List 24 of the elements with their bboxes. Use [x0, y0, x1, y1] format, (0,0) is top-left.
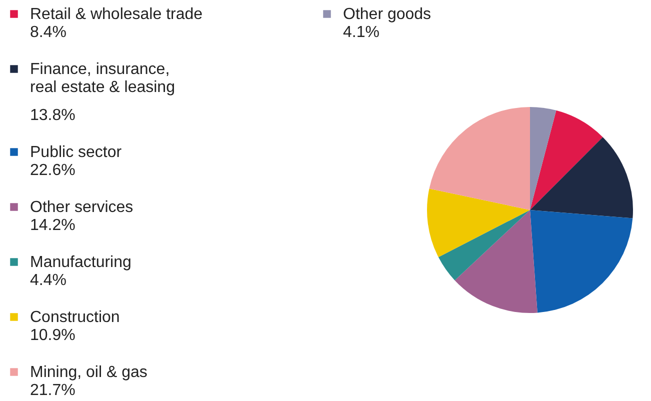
pie-slice	[530, 107, 556, 210]
pie-slice	[438, 210, 530, 280]
data-label: 10.9%	[30, 327, 76, 344]
pie-slice	[530, 137, 633, 218]
legend-label: Retail & wholesale trade	[30, 6, 203, 23]
legend-label: Manufacturing	[30, 254, 132, 271]
legend-label: Construction	[30, 309, 120, 326]
legend-label: Public sector	[30, 144, 122, 161]
pie-slice	[429, 107, 530, 210]
pie-slice	[530, 110, 603, 210]
pie-slice	[530, 210, 633, 313]
pie-slice	[427, 188, 530, 258]
data-label: 21.7%	[30, 382, 76, 399]
data-label: 13.8%	[30, 107, 76, 124]
legend-label: Other services	[30, 199, 134, 216]
data-label: 4.4%	[30, 272, 66, 289]
pie-slice	[454, 210, 538, 313]
legend-label: Other goods	[343, 6, 432, 23]
legend-label: Finance, insurance, real estate & leasing	[30, 61, 175, 96]
data-label: 8.4%	[30, 24, 66, 41]
legend-label: Mining, oil & gas	[30, 364, 148, 381]
data-label: 4.1%	[343, 24, 380, 41]
data-label: 22.6%	[30, 162, 76, 179]
data-label: 14.2%	[30, 217, 76, 234]
